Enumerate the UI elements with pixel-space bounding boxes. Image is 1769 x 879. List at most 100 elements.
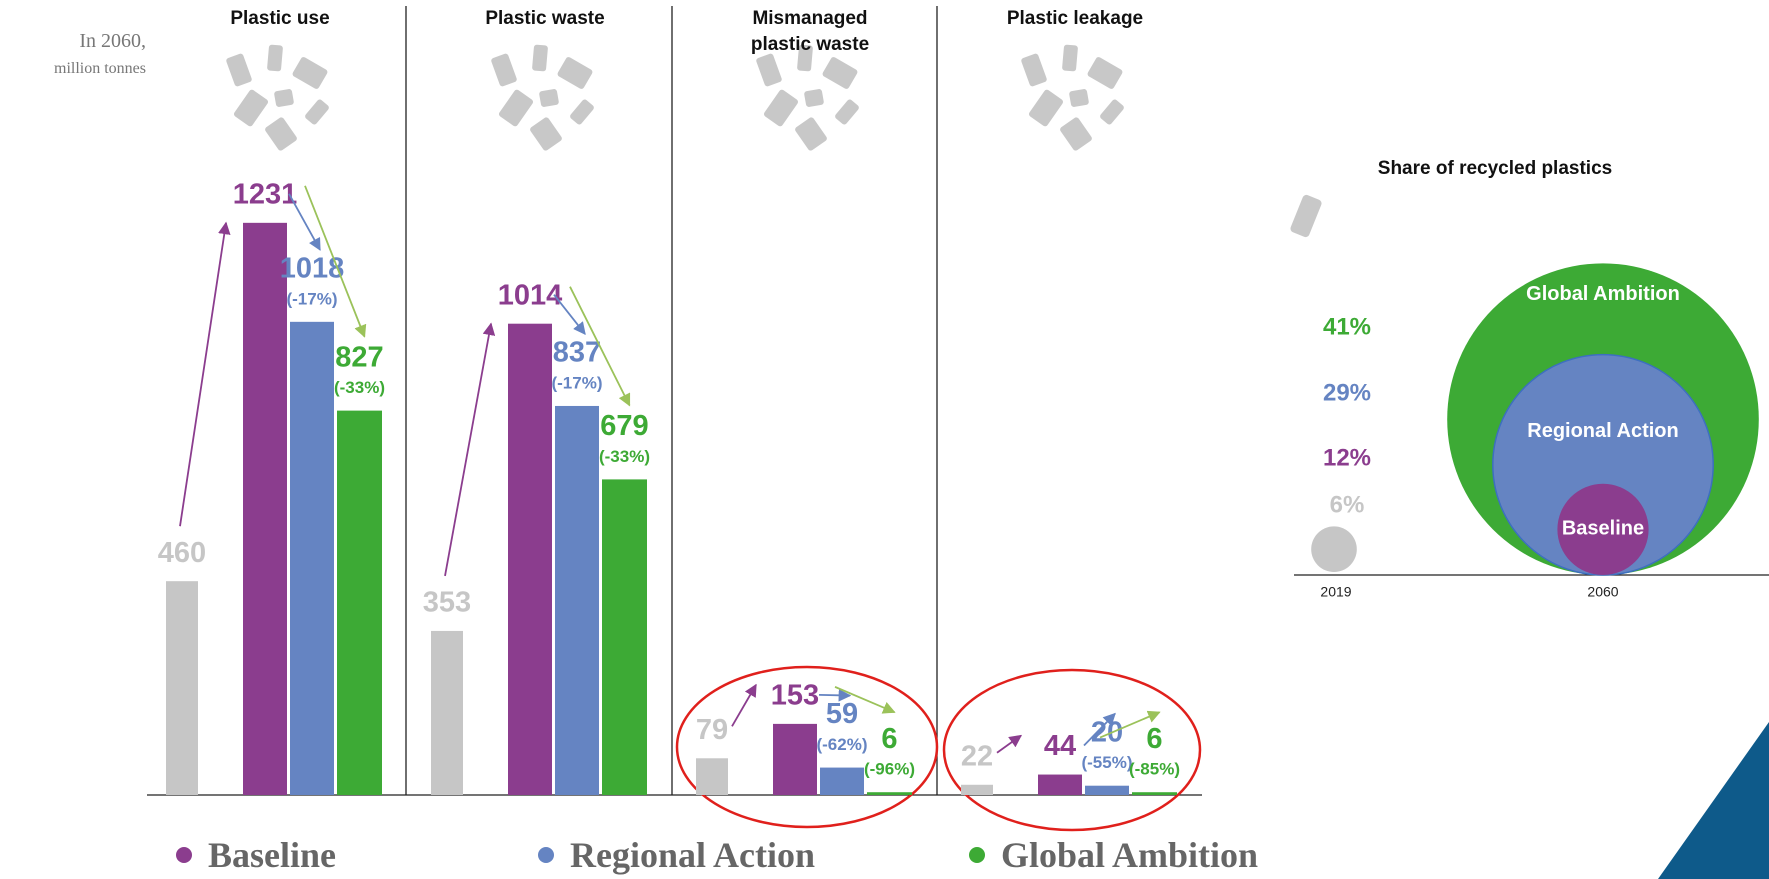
value-label: 44 xyxy=(1044,730,1076,762)
icon-shape xyxy=(1021,53,1047,87)
bar xyxy=(696,758,728,795)
icon-shape xyxy=(570,99,594,125)
bar xyxy=(555,405,599,795)
arrow xyxy=(1099,710,1161,739)
bubble xyxy=(1311,526,1357,572)
panel-icon xyxy=(1021,44,1124,151)
arrow xyxy=(553,294,586,335)
bubble xyxy=(1557,483,1649,575)
x-tick-label: 2060 xyxy=(1587,584,1618,600)
arrow xyxy=(444,322,496,577)
change-label: (-62%) xyxy=(816,735,867,754)
icon-shape xyxy=(1028,89,1064,127)
icon-shape xyxy=(763,89,799,127)
icon-shape xyxy=(797,44,813,72)
value-label: 41% xyxy=(1323,313,1371,340)
icon-shape xyxy=(233,89,269,127)
change-label: (-33%) xyxy=(599,447,650,466)
legend-label: Baseline xyxy=(208,835,337,875)
value-label: 827 xyxy=(335,341,383,373)
bar xyxy=(1038,774,1082,795)
icon-shape xyxy=(1087,57,1123,89)
change-label: (-17%) xyxy=(551,373,602,392)
arrow xyxy=(834,686,896,714)
icon-shape xyxy=(292,57,328,89)
legend-marker xyxy=(538,847,554,863)
icon-shape xyxy=(267,44,283,72)
change-label: (-55%) xyxy=(1081,753,1132,772)
change-label: (-96%) xyxy=(864,760,915,779)
value-label: 153 xyxy=(771,680,819,712)
icon-shape xyxy=(498,89,534,127)
value-label: 12% xyxy=(1323,444,1371,471)
arrow xyxy=(1083,712,1116,747)
bar xyxy=(773,723,817,795)
bar xyxy=(961,784,993,795)
value-label: 6 xyxy=(1146,723,1162,755)
bar xyxy=(337,410,382,795)
value-label: 679 xyxy=(600,410,648,442)
corner-decoration xyxy=(1658,722,1769,879)
bar xyxy=(290,321,334,795)
x-tick-label: 2019 xyxy=(1320,584,1351,600)
bar xyxy=(867,792,912,795)
panel-title: Plastic leakage xyxy=(1006,8,1144,29)
value-label: 460 xyxy=(158,537,206,569)
arrow xyxy=(304,185,367,338)
bubble-name: Regional Action xyxy=(1527,420,1678,442)
legend-marker xyxy=(176,847,192,863)
panel-title: Plastic waste xyxy=(485,8,605,29)
bar xyxy=(166,581,198,795)
value-label: 6 xyxy=(881,723,897,755)
panel-title: Plastic use xyxy=(230,8,330,29)
value-label: 1231 xyxy=(233,178,298,210)
bubble-name: Global Ambition xyxy=(1526,283,1680,305)
panel-title: Mismanaged plastic waste xyxy=(750,8,870,55)
legend-item: Baseline xyxy=(176,834,336,876)
arrow xyxy=(996,734,1023,754)
bottle-icon xyxy=(1290,194,1322,238)
icon-shape xyxy=(265,117,297,151)
bar xyxy=(1085,785,1129,795)
icon-shape xyxy=(1060,117,1092,151)
note: million tonnes xyxy=(54,60,146,77)
bar xyxy=(431,630,463,795)
icon-shape xyxy=(539,89,559,107)
value-label: 837 xyxy=(553,337,601,369)
chart-title: Share of recycled plastics xyxy=(1378,158,1612,179)
arrow xyxy=(818,689,852,702)
icon-shape xyxy=(822,57,858,89)
legend-item: Regional Action xyxy=(538,834,815,876)
bar xyxy=(243,222,287,796)
change-label: (-33%) xyxy=(334,378,385,397)
bar xyxy=(820,767,864,795)
highlight-ellipse xyxy=(942,668,1202,832)
icon-shape xyxy=(557,57,593,89)
value-label: 6% xyxy=(1330,491,1365,518)
change-label: (-85%) xyxy=(1129,760,1180,779)
corner-decoration xyxy=(1650,715,1769,879)
value-label: 79 xyxy=(696,714,728,746)
panel-icon xyxy=(756,44,859,151)
panel-icon xyxy=(491,44,594,151)
arrow xyxy=(179,221,231,527)
panel-icon xyxy=(226,44,329,151)
value-label: 1018 xyxy=(280,252,345,284)
arrow xyxy=(288,193,321,251)
icon-shape xyxy=(1100,99,1124,125)
icon-shape xyxy=(795,117,827,151)
icon-shape xyxy=(756,53,782,87)
value-label: 29% xyxy=(1323,379,1371,406)
icon-shape xyxy=(305,99,329,125)
value-label: 59 xyxy=(826,698,858,730)
value-label: 1014 xyxy=(498,279,563,311)
legend-label: Regional Action xyxy=(570,835,816,875)
icon-shape xyxy=(532,44,548,72)
value-label: 22 xyxy=(961,740,993,772)
icon-shape xyxy=(274,89,294,107)
bar xyxy=(602,479,647,795)
highlight-ellipse xyxy=(675,665,939,829)
value-label: 353 xyxy=(423,587,471,619)
legend-item: Global Ambition xyxy=(969,834,1258,876)
